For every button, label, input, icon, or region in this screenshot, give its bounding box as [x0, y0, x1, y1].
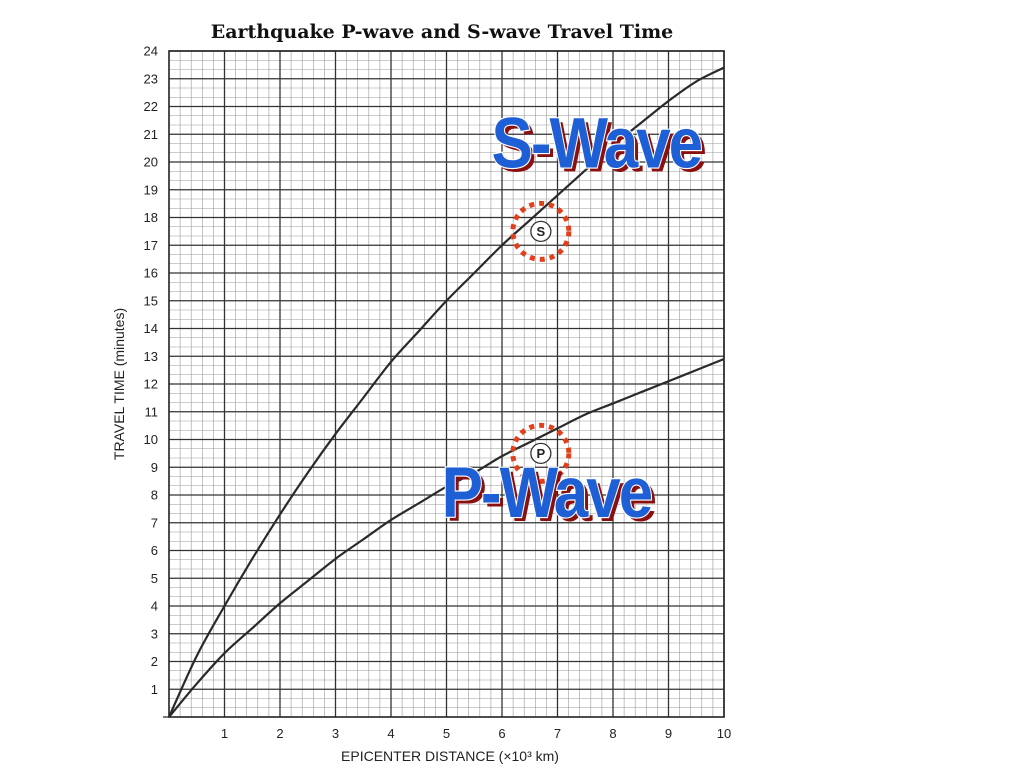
y-tick-label: 10	[144, 432, 158, 447]
x-tick-label: 8	[609, 726, 616, 741]
y-axis-label: TRAVEL TIME (minutes)	[111, 308, 127, 460]
y-tick-label: 13	[144, 349, 158, 364]
y-tick-label: 1	[151, 682, 158, 697]
marker-p: P	[510, 422, 572, 484]
y-tick-label: 19	[144, 182, 158, 197]
y-tick-label: 23	[144, 71, 158, 86]
y-tick-label: 20	[144, 155, 158, 170]
plot-frame	[168, 50, 725, 718]
p-wave-line	[168, 358, 725, 718]
y-tick-label: 22	[144, 99, 158, 114]
chart-title: Earthquake P-wave and S-wave Travel Time	[211, 21, 674, 43]
y-tick-label: 7	[151, 515, 158, 530]
y-tick-label: 15	[144, 293, 158, 308]
y-tick-label: 21	[144, 127, 158, 142]
y-tick-label: 14	[144, 321, 158, 336]
marker-ring	[510, 200, 572, 262]
major-grid	[169, 50, 725, 717]
x-tick-label: 2	[276, 726, 283, 741]
y-tick-label: 24	[144, 44, 158, 59]
y-tick-label: 11	[145, 404, 159, 419]
s-wave-line	[167, 66, 725, 718]
marker-letter: P	[537, 446, 546, 461]
x-tick-label: 4	[387, 726, 394, 741]
axes	[163, 50, 725, 718]
marker-ring	[510, 422, 572, 484]
y-tick-label: 8	[151, 488, 158, 503]
x-tick-label: 3	[332, 726, 339, 741]
wave-markers: SP	[510, 200, 572, 484]
x-tick-label: 10	[717, 726, 731, 741]
x-tick-label: 5	[443, 726, 450, 741]
wave-label-text: P-Wave	[442, 454, 652, 533]
x-tick-label: 9	[665, 726, 672, 741]
y-tick-label: 16	[144, 266, 158, 281]
x-tick-label: 1	[221, 726, 228, 741]
marker-badge	[530, 442, 552, 465]
y-tick-label: 3	[151, 626, 158, 641]
x-tick-label: 6	[498, 726, 505, 741]
wave-label-text: S-Wave	[492, 105, 702, 184]
y-tick-label: 18	[144, 210, 158, 225]
series-lines	[167, 66, 725, 718]
marker-badge	[530, 220, 552, 243]
wave-label-shadow: S-Wave	[496, 109, 706, 188]
y-tick-label: 12	[144, 377, 158, 392]
marker-s: S	[510, 200, 572, 262]
x-tick-labels: 1 2 3 4 5 6 7 8 9 10	[221, 726, 731, 741]
y-tick-label: 9	[151, 460, 158, 475]
y-tick-label: 4	[151, 599, 158, 614]
y-tick-label: 2	[151, 654, 158, 669]
y-tick-label: 5	[151, 571, 158, 586]
marker-letter: S	[537, 224, 546, 239]
x-axis-label: EPICENTER DISTANCE (×10³ km)	[341, 748, 559, 764]
x-tick-label: 7	[554, 726, 561, 741]
y-tick-label: 6	[151, 543, 158, 558]
y-tick-label: 17	[144, 238, 158, 253]
wave-label-shadow: P-Wave	[446, 458, 656, 537]
